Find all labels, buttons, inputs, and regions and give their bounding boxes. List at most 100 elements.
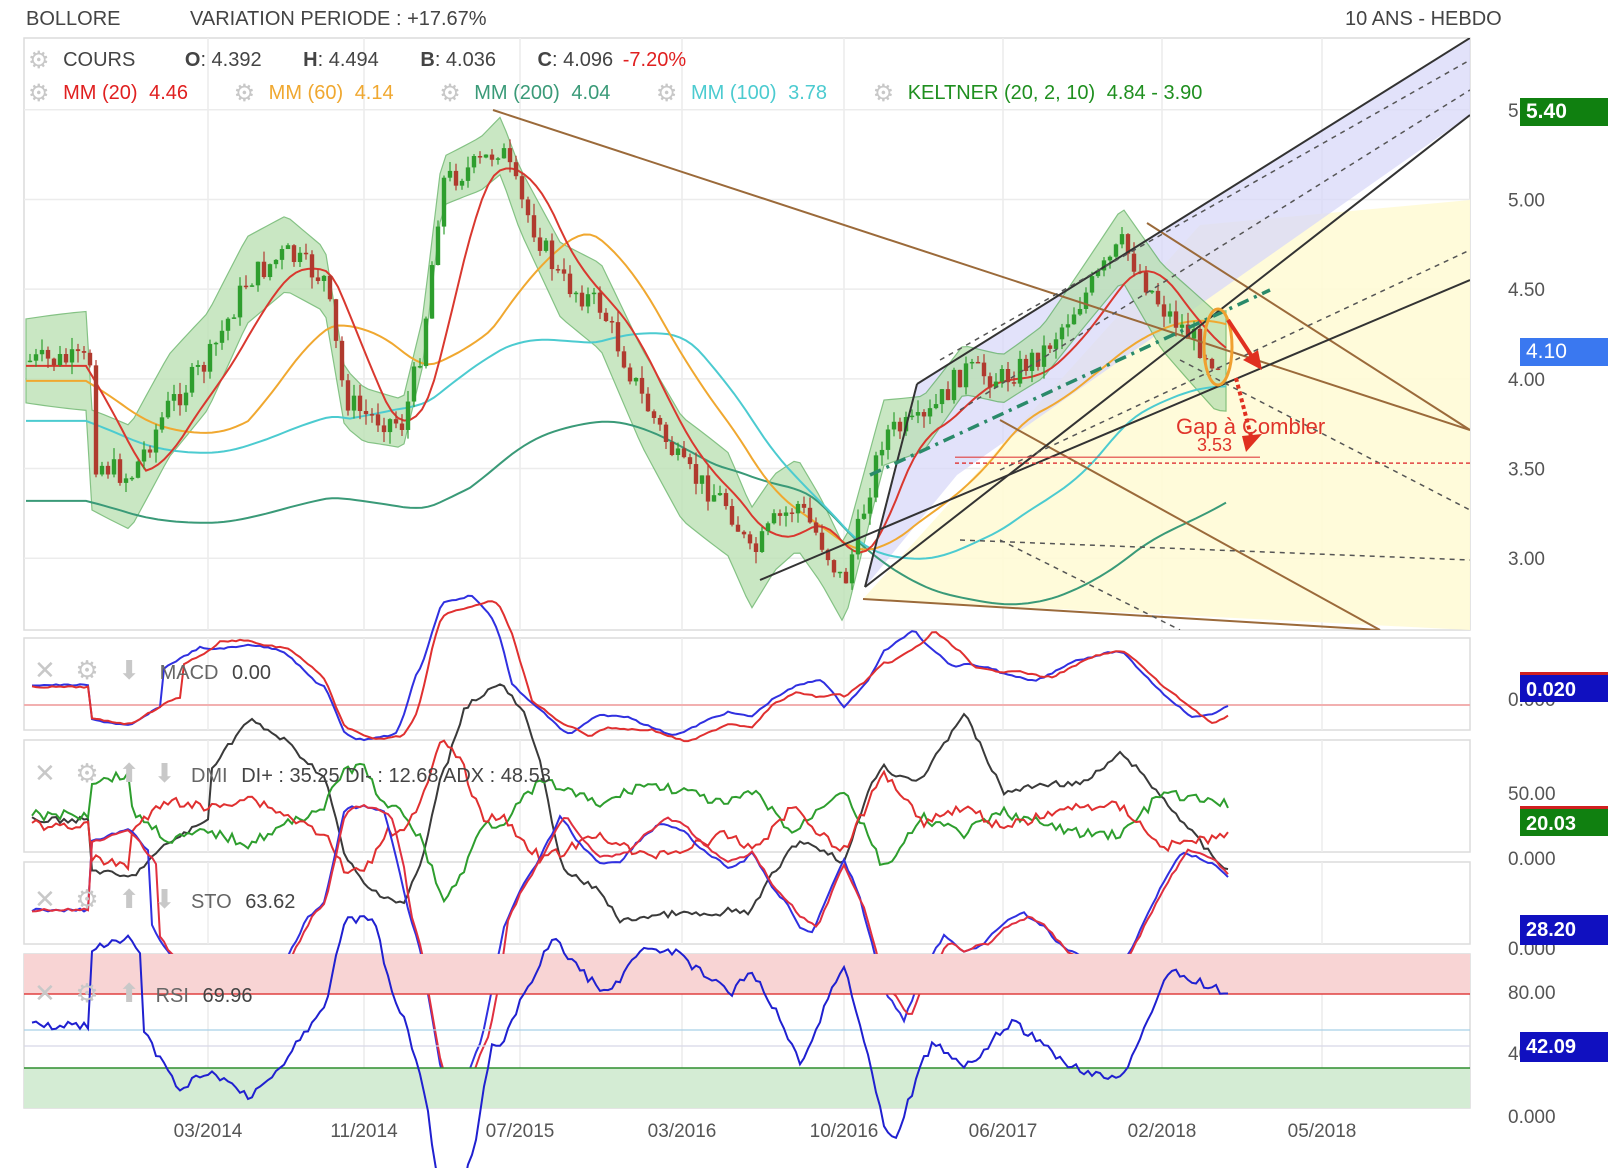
candle-body [435,226,441,266]
candle-body [1089,276,1095,293]
candle-body [207,343,213,372]
gear-icon[interactable]: ⚙ [28,47,50,74]
gear-icon[interactable]: ⚙ [75,655,99,685]
trendline-fan [1146,222,1470,431]
arrow-up-icon[interactable]: ⬆ [118,978,141,1008]
candle-body [585,294,591,307]
keltner-band [25,116,1227,622]
candle-body [1077,308,1083,315]
candle-body [1131,253,1137,272]
arrow-down-icon[interactable]: ⬇ [153,758,176,788]
candle-body [225,318,231,331]
candle-body [1023,358,1029,372]
close-icon[interactable]: ✕ [34,758,56,788]
arrow-down-icon[interactable]: ⬇ [118,655,141,685]
candle-body [861,513,867,519]
mm100-label: MM (100) [690,82,777,104]
candle-body [159,417,165,430]
gear-icon[interactable]: ⚙ [439,80,461,107]
candle-body [429,265,435,319]
arrow-up-icon[interactable]: ⬆ [118,758,141,788]
sto-label: STO [190,891,232,913]
candle-body [741,531,747,535]
rsi-oversold-zone [24,1068,1470,1108]
gear-icon[interactable]: ⚙ [233,80,256,107]
close-icon[interactable]: ✕ [34,884,56,914]
gear-icon[interactable]: ⚙ [75,758,99,788]
channel-upper [916,38,1470,385]
dmi-label: DMI [190,765,228,787]
arrow-down-icon[interactable]: ⬇ [153,884,176,914]
gear-icon[interactable]: ⚙ [655,80,678,107]
candle-body [1095,270,1101,277]
gear-icon[interactable]: ⚙ [75,978,99,1008]
candle-body [1137,271,1143,274]
indicator-tick-label: 50.00 [1508,784,1556,805]
candle-body [1197,328,1203,359]
dotted-line [999,539,1181,630]
gear-icon[interactable]: ⚙ [872,80,895,107]
mm200-label: MM (200) [474,82,560,104]
candle-body [1011,382,1017,384]
candle-body [687,457,693,465]
candle-body [477,156,483,158]
candle-body [945,389,951,401]
rsi-value: 69.96 [202,985,253,1007]
candle-body [519,176,525,200]
candle-body [1191,328,1197,339]
candle-body [369,414,375,416]
x-tick-label: 07/2015 [486,1121,555,1142]
candle-body [339,340,345,381]
macd-value: 0.00 [232,662,271,684]
candle-body [921,412,927,417]
candle-body [825,549,831,561]
candle-body [153,429,159,453]
candle-body [351,395,357,411]
candle-body [939,389,945,405]
candle-body [117,459,123,483]
candle-body [627,367,633,382]
symbol-title: BOLLORE [26,8,121,30]
candle-body [891,421,897,430]
close-icon[interactable]: ✕ [34,978,56,1008]
close-key: C [537,49,552,71]
close-icon[interactable]: ✕ [34,655,56,685]
mm200-line [26,420,1227,606]
arrow-up-icon[interactable]: ⬆ [118,884,141,914]
sto-panel-frame [23,861,1471,945]
candle-body [447,170,453,178]
candle-body [957,369,963,388]
candle-body [363,411,369,415]
mm60-value: 4.14 [354,82,394,104]
gear-icon[interactable]: ⚙ [75,884,99,914]
candle-body [789,512,795,514]
low-key: B [420,49,435,71]
candle-body [279,249,285,260]
candle-body [1173,311,1179,328]
high-key: H [303,49,318,71]
mm100-line [26,332,1227,560]
candle-body [141,449,147,462]
trendline-fan-2 [999,419,1381,630]
legend-indicators: ⚙ MM (20) 4.46 ⚙ MM (60) 4.14 ⚙ MM (200)… [28,79,1202,108]
candle-body [51,358,57,366]
x-tick-label: 02/2018 [1128,1121,1197,1142]
sto-header: ✕ ⚙ ⬆ ⬇ STO 63.62 [34,884,295,915]
candle-body [513,162,519,177]
candle-body [1071,314,1077,325]
candle-body [1215,368,1221,370]
candle-body [201,365,207,372]
candle-body [267,264,273,278]
candle-body [837,571,843,574]
dotted-line [1179,359,1470,511]
candle-body [321,275,327,281]
candle-body [951,369,957,401]
candle-body [729,506,735,525]
candle-body [417,366,423,368]
candle-body [1179,324,1185,328]
candle-body [75,349,81,352]
candle-body [171,394,177,401]
candle-body [795,503,801,514]
candle-body [549,240,555,270]
gear-icon[interactable]: ⚙ [28,80,50,107]
